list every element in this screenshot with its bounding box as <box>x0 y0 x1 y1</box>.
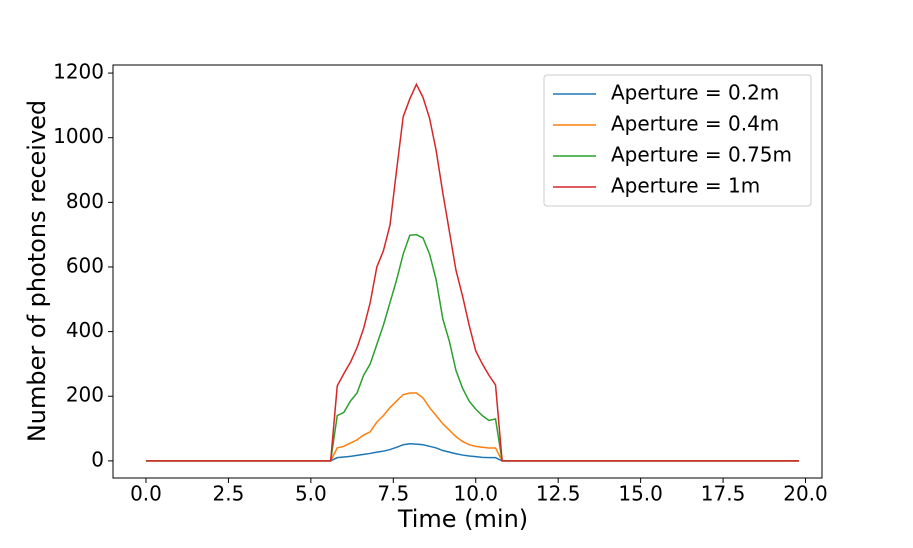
legend-label: Aperture = 0.75m <box>611 143 792 167</box>
x-tick-label: 10.0 <box>453 482 498 506</box>
x-tick-label: 12.5 <box>536 482 581 506</box>
legend-box <box>543 74 812 207</box>
x-tick-label: 0.0 <box>130 482 162 506</box>
x-tick-label: 2.5 <box>213 482 245 506</box>
legend-label: Aperture = 1m <box>611 174 760 198</box>
series-line <box>145 82 799 462</box>
series-line <box>145 392 799 462</box>
x-tick-label: 7.5 <box>377 482 409 506</box>
y-tick-label: 600 <box>66 253 104 277</box>
plot-frame <box>112 64 823 479</box>
x-tick-label: 17.5 <box>701 482 746 506</box>
series-line <box>145 233 799 462</box>
legend-label: Aperture = 0.2m <box>611 81 779 105</box>
legend-label: Aperture = 0.4m <box>611 112 779 136</box>
x-tick-label: 15.0 <box>618 482 663 506</box>
x-tick-label: 20.0 <box>783 482 828 506</box>
series-line <box>145 442 799 462</box>
y-tick-label: 1000 <box>53 124 104 148</box>
y-tick-label: 400 <box>66 318 104 342</box>
x-axis-label: Time (min) <box>397 505 528 533</box>
x-tick-label: 5.0 <box>295 482 327 506</box>
y-tick-label: 200 <box>66 383 104 407</box>
y-tick-label: 0 <box>91 447 104 471</box>
y-tick-label: 800 <box>66 189 104 213</box>
y-tick-label: 1200 <box>53 60 104 84</box>
y-axis-label: Number of photons received <box>23 100 51 442</box>
